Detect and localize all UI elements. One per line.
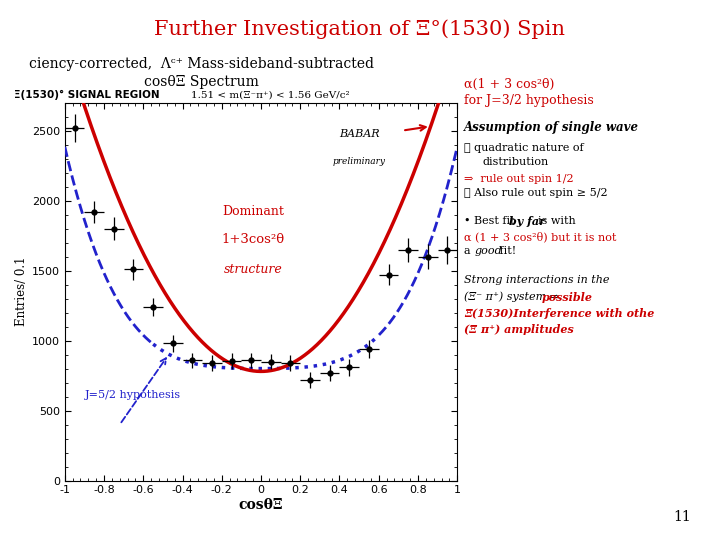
Text: for J=3/2 hypothesis: for J=3/2 hypothesis (464, 94, 594, 107)
Text: good: good (474, 246, 503, 256)
Text: structure: structure (224, 263, 282, 276)
Text: ✓ Also rule out spin ≥ 5/2: ✓ Also rule out spin ≥ 5/2 (464, 188, 608, 198)
Text: ciency-corrected,  Λᶜ⁺ Mass-sideband-subtracted: ciency-corrected, Λᶜ⁺ Mass-sideband-subt… (29, 57, 374, 71)
Text: possible: possible (542, 292, 593, 302)
Text: ⇒  rule out spin 1/2: ⇒ rule out spin 1/2 (464, 174, 574, 185)
Text: is with: is with (538, 216, 575, 226)
Text: Assumption of single wave: Assumption of single wave (464, 122, 639, 134)
Text: preliminary: preliminary (333, 158, 386, 166)
Text: J=5/2 hypothesis: J=5/2 hypothesis (84, 390, 181, 400)
Text: Strong interactions in the: Strong interactions in the (464, 275, 610, 286)
Text: 11: 11 (673, 510, 691, 524)
Text: α (1 + 3 cos²θ) but it is not: α (1 + 3 cos²θ) but it is not (464, 231, 617, 242)
Text: • Best fit: • Best fit (464, 216, 518, 226)
Text: fit!: fit! (496, 246, 516, 256)
X-axis label: cosθΞ: cosθΞ (239, 498, 283, 512)
Text: (Ξ π⁺) amplitudes: (Ξ π⁺) amplitudes (464, 324, 574, 335)
Text: ✓ quadratic nature of: ✓ quadratic nature of (464, 143, 584, 153)
Text: (Ξ⁻ π⁺) system ⇒: (Ξ⁻ π⁺) system ⇒ (464, 292, 563, 302)
Text: Further Investigation of Ξ°(1530) Spin: Further Investigation of Ξ°(1530) Spin (155, 19, 565, 38)
Text: 1+3cos²θ: 1+3cos²θ (222, 233, 284, 246)
Text: Ξ(1530)° SIGNAL REGION: Ξ(1530)° SIGNAL REGION (14, 90, 160, 100)
Text: a: a (464, 246, 474, 256)
Text: 1.51 < m(Ξ⁻π⁺) < 1.56 GeV/c²: 1.51 < m(Ξ⁻π⁺) < 1.56 GeV/c² (191, 90, 349, 99)
Text: distribution: distribution (482, 157, 549, 167)
Text: by far: by far (509, 216, 545, 227)
Y-axis label: Entries/ 0.1: Entries/ 0.1 (14, 257, 27, 326)
Text: α(1 + 3 cos²θ): α(1 + 3 cos²θ) (464, 78, 555, 91)
Text: BABAR: BABAR (339, 129, 379, 139)
Text: Ξ(1530)Interference with othe: Ξ(1530)Interference with othe (464, 308, 654, 319)
Text: Dominant: Dominant (222, 205, 284, 218)
Text: cosθΞ Spectrum: cosθΞ Spectrum (144, 75, 259, 89)
